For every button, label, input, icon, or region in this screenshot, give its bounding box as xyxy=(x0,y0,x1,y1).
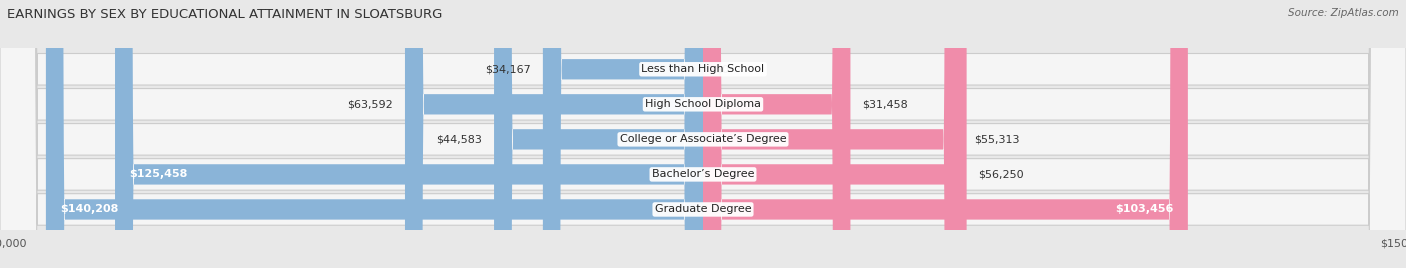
Text: High School Diploma: High School Diploma xyxy=(645,99,761,109)
Text: Graduate Degree: Graduate Degree xyxy=(655,204,751,214)
Text: $44,583: $44,583 xyxy=(436,134,482,144)
FancyBboxPatch shape xyxy=(46,0,703,268)
Text: $56,250: $56,250 xyxy=(979,169,1024,179)
FancyBboxPatch shape xyxy=(405,0,703,268)
Text: $55,313: $55,313 xyxy=(974,134,1019,144)
FancyBboxPatch shape xyxy=(494,0,703,268)
Text: Less than High School: Less than High School xyxy=(641,64,765,74)
Text: $0: $0 xyxy=(714,64,728,74)
Text: $140,208: $140,208 xyxy=(60,204,118,214)
FancyBboxPatch shape xyxy=(703,0,1188,268)
FancyBboxPatch shape xyxy=(703,0,851,268)
Text: $125,458: $125,458 xyxy=(129,169,187,179)
Text: $34,167: $34,167 xyxy=(485,64,531,74)
Text: College or Associate’s Degree: College or Associate’s Degree xyxy=(620,134,786,144)
FancyBboxPatch shape xyxy=(703,0,967,268)
FancyBboxPatch shape xyxy=(543,0,703,268)
Text: Source: ZipAtlas.com: Source: ZipAtlas.com xyxy=(1288,8,1399,18)
Text: EARNINGS BY SEX BY EDUCATIONAL ATTAINMENT IN SLOATSBURG: EARNINGS BY SEX BY EDUCATIONAL ATTAINMEN… xyxy=(7,8,443,21)
Text: $31,458: $31,458 xyxy=(862,99,908,109)
Text: $103,456: $103,456 xyxy=(1115,204,1174,214)
Text: $63,592: $63,592 xyxy=(347,99,394,109)
FancyBboxPatch shape xyxy=(115,0,703,268)
Text: Bachelor’s Degree: Bachelor’s Degree xyxy=(652,169,754,179)
FancyBboxPatch shape xyxy=(703,0,962,268)
